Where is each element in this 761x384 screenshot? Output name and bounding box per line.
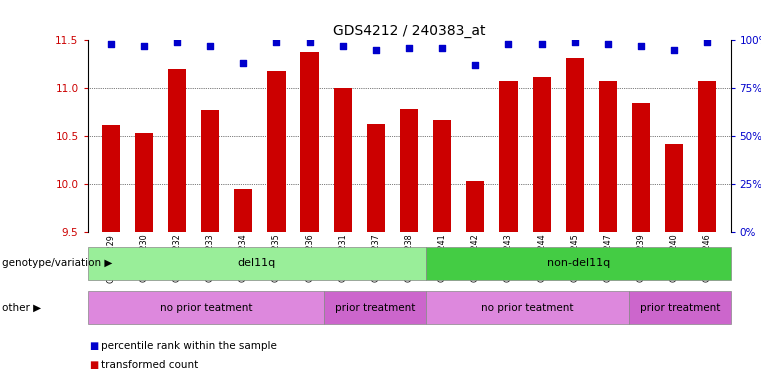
- Bar: [699, 81, 716, 232]
- Text: prior treatment: prior treatment: [335, 303, 416, 313]
- Bar: [565, 58, 584, 232]
- Text: ■: ■: [89, 341, 98, 351]
- Text: other ▶: other ▶: [2, 303, 40, 313]
- Bar: [466, 182, 485, 232]
- Point: [171, 39, 183, 45]
- Text: genotype/variation ▶: genotype/variation ▶: [2, 258, 112, 268]
- Point: [536, 41, 548, 47]
- Text: percentile rank within the sample: percentile rank within the sample: [101, 341, 277, 351]
- Bar: [301, 52, 319, 232]
- Point: [635, 43, 647, 49]
- Bar: [665, 144, 683, 232]
- Bar: [333, 88, 352, 232]
- Bar: [400, 109, 418, 232]
- Bar: [168, 69, 186, 232]
- Bar: [599, 81, 617, 232]
- Point: [138, 43, 150, 49]
- Bar: [367, 124, 385, 232]
- Text: no prior teatment: no prior teatment: [481, 303, 574, 313]
- Bar: [632, 103, 650, 232]
- Point: [336, 43, 349, 49]
- Point: [370, 47, 382, 53]
- Title: GDS4212 / 240383_at: GDS4212 / 240383_at: [333, 24, 486, 38]
- Bar: [234, 189, 253, 232]
- Point: [668, 47, 680, 53]
- Point: [436, 45, 448, 51]
- Text: ■: ■: [89, 360, 98, 370]
- Text: non-del11q: non-del11q: [546, 258, 610, 268]
- Point: [702, 39, 714, 45]
- Point: [470, 62, 482, 68]
- Text: no prior teatment: no prior teatment: [160, 303, 252, 313]
- Point: [270, 39, 282, 45]
- Bar: [267, 71, 285, 232]
- Bar: [499, 81, 517, 232]
- Text: transformed count: transformed count: [101, 360, 199, 370]
- Point: [568, 39, 581, 45]
- Bar: [201, 111, 219, 232]
- Point: [104, 41, 116, 47]
- Point: [237, 60, 250, 66]
- Text: prior treatment: prior treatment: [639, 303, 720, 313]
- Bar: [135, 134, 153, 232]
- Bar: [102, 125, 119, 232]
- Point: [502, 41, 514, 47]
- Point: [403, 45, 416, 51]
- Point: [204, 43, 216, 49]
- Bar: [533, 77, 551, 232]
- Point: [304, 39, 316, 45]
- Point: [602, 41, 614, 47]
- Bar: [433, 120, 451, 232]
- Text: del11q: del11q: [237, 258, 275, 268]
